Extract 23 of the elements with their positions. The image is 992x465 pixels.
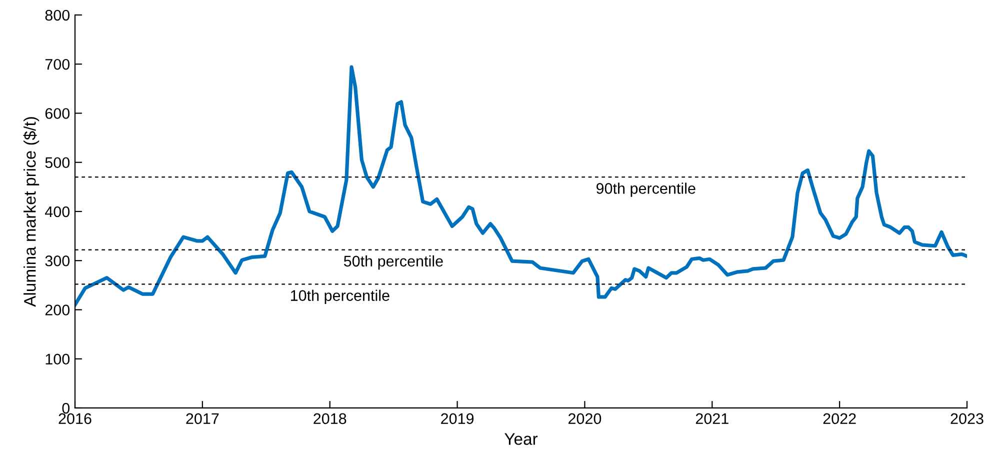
- x-tick-label: 2019: [441, 413, 474, 424]
- y-tick-label: 500: [45, 157, 70, 168]
- ref-line-label: 10th percentile: [290, 290, 390, 304]
- x-tick-label: 2018: [314, 413, 346, 424]
- x-tick-label: 2023: [950, 413, 984, 424]
- ref-line-label: 90th percentile: [596, 182, 696, 197]
- y-tick-label: 600: [45, 108, 70, 119]
- y-tick-label: 700: [45, 58, 70, 70]
- y-tick-label: 300: [45, 255, 70, 266]
- y-tick-label: 200: [45, 304, 70, 316]
- x-tick-label: 2016: [58, 413, 92, 424]
- x-tick-label: 2022: [823, 413, 856, 424]
- y-tick-label: 100: [46, 354, 70, 365]
- x-tick-label: 2021: [696, 413, 728, 424]
- y-axis-title: Alumina market price ($/t): [23, 117, 40, 307]
- line-series: [74, 65, 967, 307]
- y-tick-label: 800: [45, 10, 70, 21]
- y-tick-label: 400: [44, 206, 70, 218]
- ref-line-label: 50th percentile: [344, 255, 443, 270]
- x-tick-label: 2017: [186, 413, 219, 424]
- y-tick-label: 0: [62, 402, 70, 414]
- x-tick-label: 2020: [568, 413, 602, 424]
- x-axis-title: Year: [504, 433, 538, 445]
